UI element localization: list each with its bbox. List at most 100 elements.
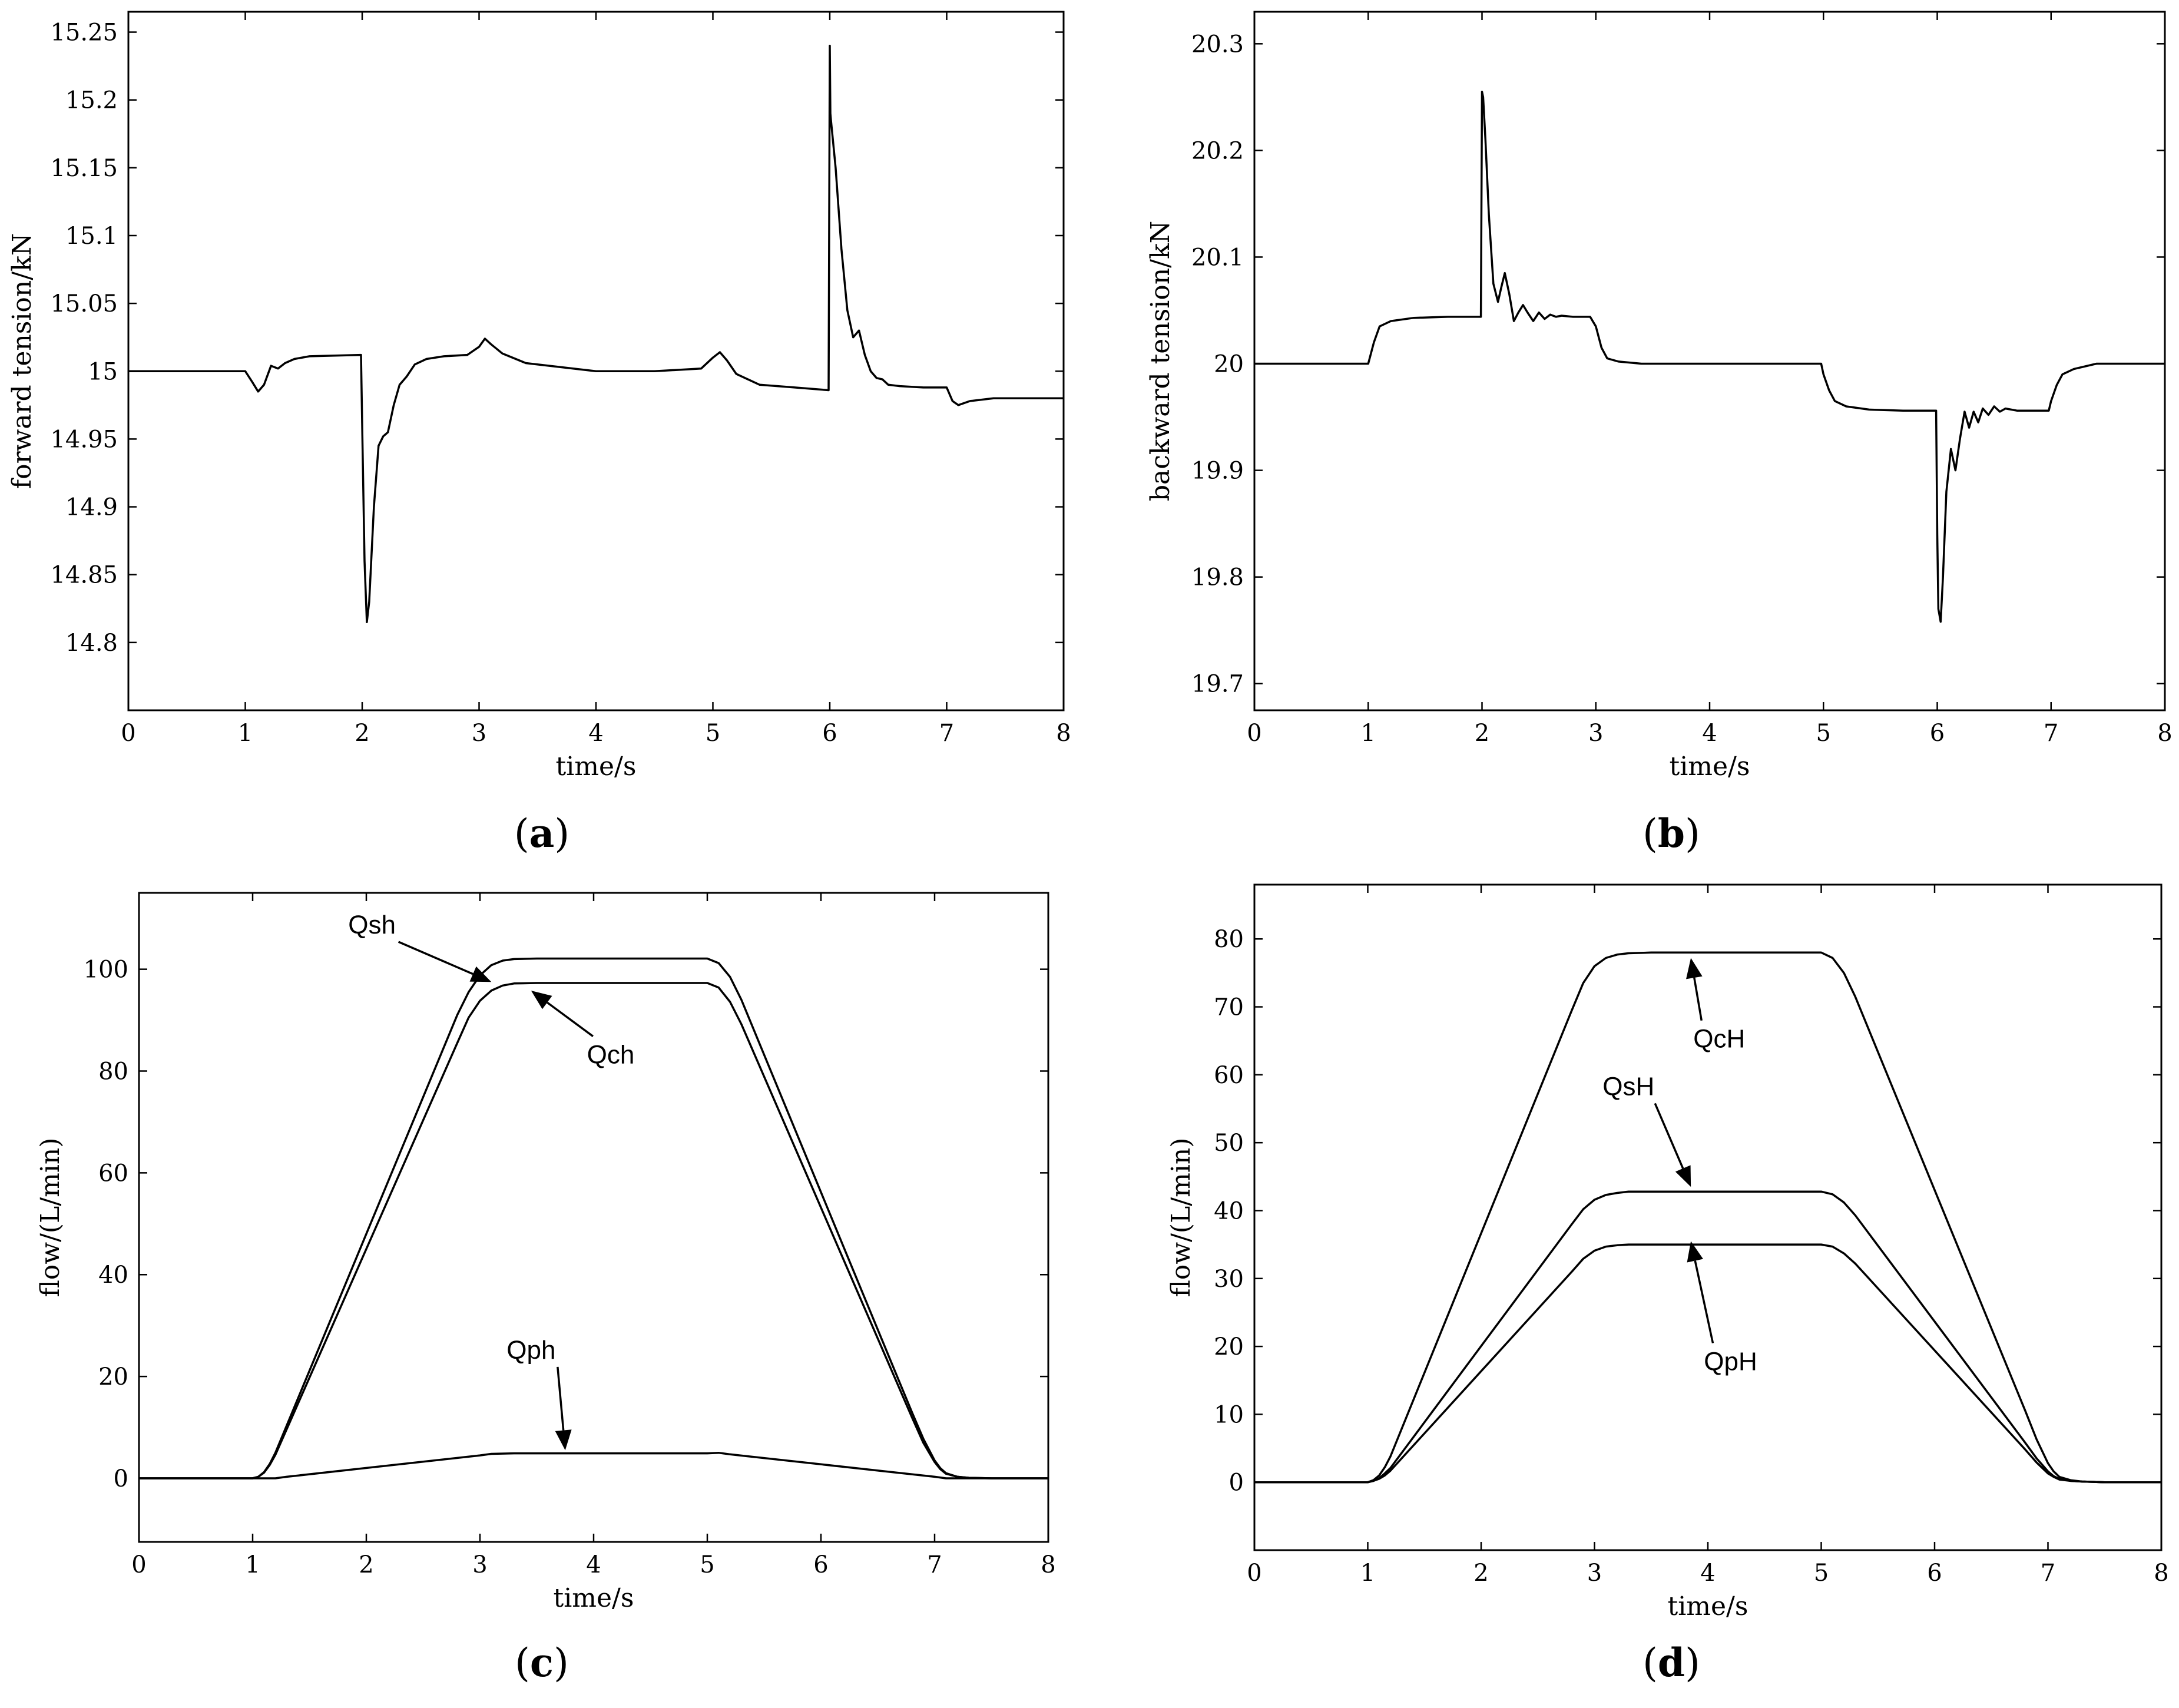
x-tick-label: 2 [359, 1551, 373, 1578]
x-tick-label: 8 [2154, 1560, 2168, 1587]
x-tick-label: 7 [2044, 720, 2058, 747]
y-tick-label: 14.95 [50, 426, 118, 453]
annotation-arrow [398, 941, 473, 975]
y-tick-label: 40 [98, 1262, 128, 1289]
y-tick-label: 20 [1214, 351, 1244, 378]
x-tick-label: 2 [1475, 720, 1489, 747]
series-line-qph [1254, 1243, 2161, 1484]
y-tick-label: 20.1 [1191, 244, 1244, 271]
y-tick-label: 15 [88, 358, 118, 385]
annotation-arrow [1654, 1103, 1684, 1169]
x-tick-label: 6 [1927, 1560, 1942, 1587]
annotation-qph: QpH [1704, 1347, 1757, 1376]
plot-frame [1253, 11, 2166, 711]
series-line-qch [1254, 951, 2161, 1484]
x-tick-label: 0 [121, 720, 135, 747]
y-tick-label: 14.9 [65, 494, 118, 521]
y-tick-label: 19.9 [1191, 458, 1244, 485]
y-tick-label: 19.8 [1191, 564, 1244, 591]
x-tick-label: 0 [1247, 720, 1261, 747]
x-tick-label: 4 [1700, 1560, 1715, 1587]
panel-letter: c [530, 1640, 554, 1686]
annotation-arrowhead [469, 966, 492, 982]
x-tick-label: 6 [1930, 720, 1945, 747]
annotation-qch: QcH [1693, 1025, 1745, 1054]
x-tick-label: 3 [472, 1551, 487, 1578]
y-tick-label: 40 [1214, 1197, 1244, 1224]
x-tick-label: 7 [939, 720, 954, 747]
annotation-arrowhead [1687, 1241, 1703, 1263]
y-tick-label: 60 [1214, 1062, 1244, 1089]
chart-panel-d: 0 1 2 3 4 5 6 7 801020304050607080time/sflow/(L/… [1166, 883, 2169, 1686]
x-tick-label: 5 [700, 1551, 714, 1578]
x-tick-label: 7 [927, 1551, 942, 1578]
x-tick-label: 3 [472, 720, 486, 747]
annotation-arrowhead [1686, 958, 1703, 979]
annotation-arrowhead [1675, 1165, 1691, 1187]
y-tick-label: 15.2 [65, 87, 118, 114]
y-tick-label: 14.85 [50, 562, 118, 589]
y-tick-label: 50 [1214, 1130, 1244, 1157]
y-axis-label: flow/(L/min) [35, 1138, 65, 1297]
x-tick-label: 5 [1816, 720, 1831, 747]
x-tick-label: 1 [238, 720, 253, 747]
x-tick-label: 3 [1587, 1560, 1602, 1587]
annotation-arrowhead [555, 1429, 572, 1451]
annotation-qsh: QsH [1602, 1072, 1654, 1101]
panel-caption: (c) [515, 1640, 569, 1686]
x-tick-label: 0 [131, 1551, 146, 1578]
y-tick-label: 0 [114, 1465, 128, 1492]
y-tick-label: 60 [98, 1160, 128, 1187]
y-tick-label: 100 [84, 956, 128, 984]
y-tick-label: 19.7 [1191, 671, 1244, 698]
x-tick-label: 1 [245, 1551, 260, 1578]
x-tick-label: 5 [1814, 1560, 1829, 1587]
series-line-qsh [139, 957, 1048, 1479]
annotation-arrow [1693, 977, 1703, 1021]
y-tick-label: 20 [98, 1363, 128, 1391]
y-tick-label: 80 [98, 1058, 128, 1085]
x-axis-label: time/s [1670, 752, 1750, 782]
x-tick-label: 5 [706, 720, 720, 747]
annotation-arrow [557, 1366, 565, 1431]
panel-caption: (a) [514, 810, 569, 856]
x-tick-label: 8 [2157, 720, 2172, 747]
plot-frame [138, 892, 1049, 1543]
chart-panel-a: 0 1 2 3 4 5 6 7 8 14.8 14.85 14.9 14.95 15 15.05 15.1 15… [7, 11, 1071, 856]
y-tick-label: 20 [1214, 1333, 1244, 1361]
chart-panel-c: 0 1 2 3 4 5 6 7 8020406080100time/sflow/(L/min)(… [35, 892, 1056, 1686]
x-tick-label: 0 [1247, 1560, 1261, 1587]
y-tick-label: 80 [1214, 926, 1244, 953]
y-axis-label: forward tension/kN [7, 233, 37, 489]
y-tick-label: 15.05 [50, 290, 118, 317]
x-tick-label: 1 [1361, 720, 1376, 747]
x-axis-label: time/s [556, 752, 637, 782]
panel-caption: (b) [1642, 810, 1700, 856]
x-tick-label: 8 [1056, 720, 1071, 747]
y-axis-label: backward tension/kN [1145, 221, 1175, 501]
y-tick-label: 0 [1229, 1469, 1244, 1497]
panel-letter: a [529, 810, 555, 856]
y-tick-label: 20.2 [1191, 137, 1244, 164]
annotation-qsh: Qsh [348, 911, 396, 939]
x-tick-label: 2 [1473, 1560, 1488, 1587]
x-tick-label: 7 [2041, 1560, 2055, 1587]
panel-letter: d [1658, 1640, 1685, 1686]
y-tick-label: 15.1 [65, 223, 118, 250]
x-tick-label: 3 [1588, 720, 1603, 747]
x-tick-label: 4 [586, 1551, 601, 1578]
annotation-arrowhead [531, 990, 552, 1009]
x-tick-label: 8 [1041, 1551, 1055, 1578]
y-tick-label: 10 [1214, 1401, 1244, 1428]
x-tick-label: 4 [1702, 720, 1717, 747]
x-tick-label: 1 [1360, 1560, 1375, 1587]
annotation-arrow [547, 1001, 594, 1037]
x-tick-label: 2 [355, 720, 369, 747]
x-tick-label: 6 [813, 1551, 828, 1578]
y-axis-label: flow/(L/min) [1166, 1138, 1196, 1297]
annotation-qph: Qph [506, 1336, 555, 1365]
series-line-backward-tension [1254, 91, 2165, 623]
annotation-qch: Qch [587, 1041, 635, 1070]
x-axis-label: time/s [554, 1583, 634, 1613]
